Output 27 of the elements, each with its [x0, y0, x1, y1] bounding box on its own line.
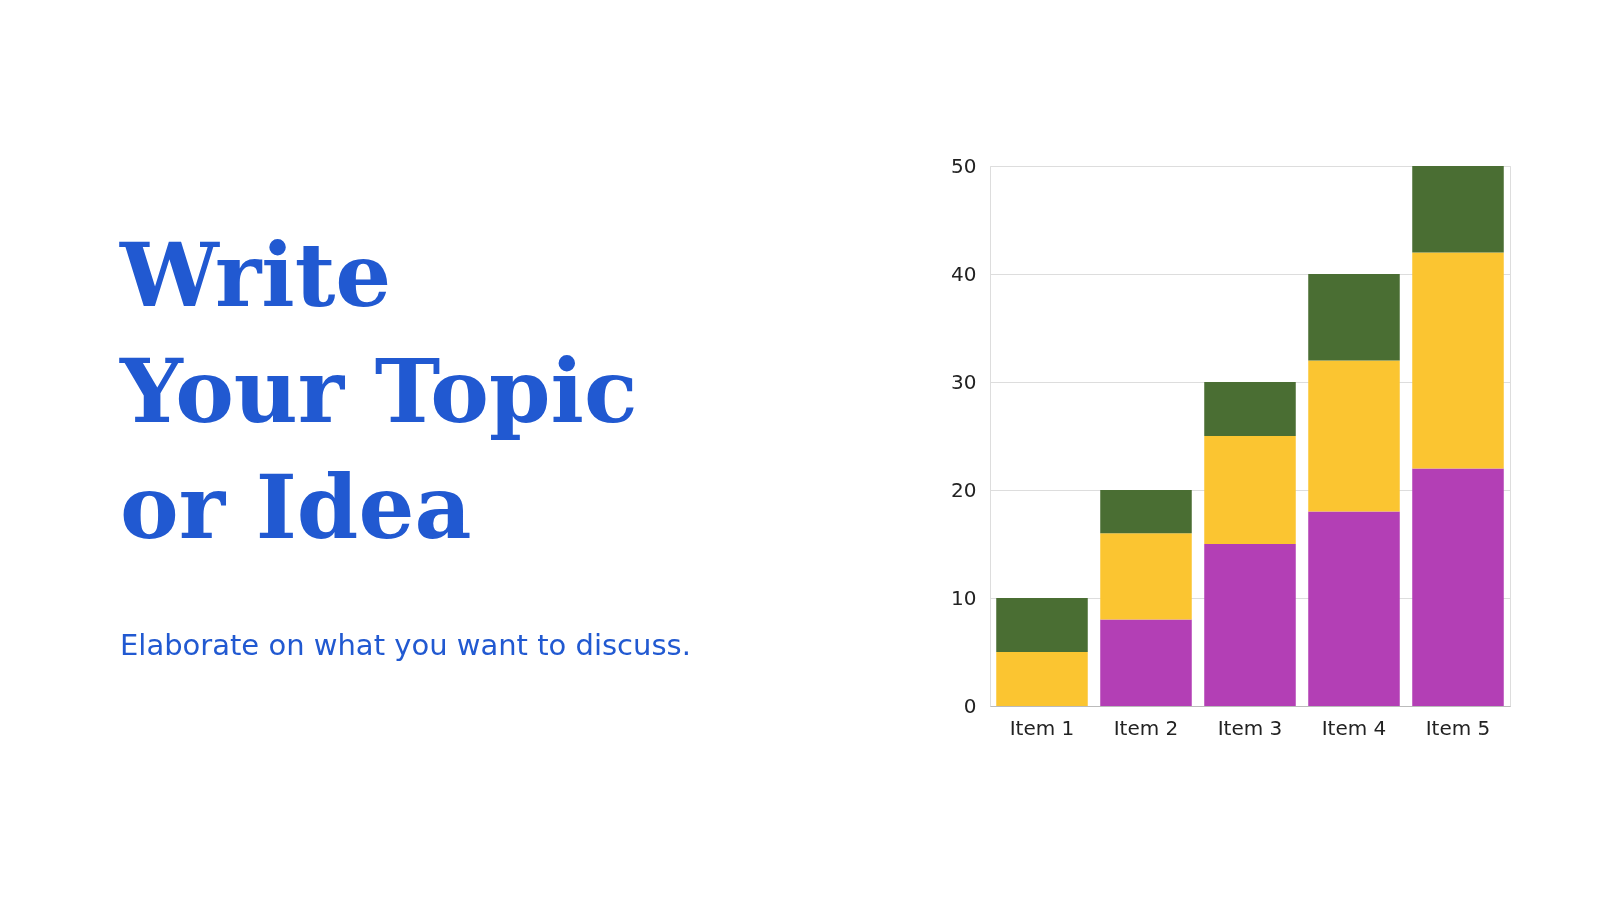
bar [1204, 436, 1296, 544]
y-tick-label: 30 [951, 369, 977, 394]
bar [1204, 382, 1296, 436]
x-tick-label: Item 1 [1009, 715, 1075, 740]
bar [1100, 619, 1192, 706]
y-tick-label: 20 [951, 477, 977, 502]
y-tick-label: 50 [951, 153, 977, 178]
bar [996, 652, 1088, 706]
x-tick-label: Item 5 [1425, 715, 1491, 740]
bar [1100, 490, 1192, 534]
x-tick-label: Item 2 [1113, 715, 1179, 740]
bar [1100, 533, 1192, 620]
bar [1412, 166, 1504, 253]
text: Elaborate on what you want to discuss. [120, 628, 691, 662]
x-tick-label: Item 3 [1217, 715, 1283, 740]
bar [1204, 544, 1296, 706]
y-tick-label: 40 [951, 261, 977, 286]
bar [1308, 274, 1400, 361]
bar [996, 598, 1088, 652]
text: Write Your Topic or Idea [119, 223, 638, 559]
y-tick-label: 0 [963, 693, 977, 718]
bar [1412, 252, 1504, 469]
y-tick-label: 10 [951, 585, 977, 610]
x-tick-label: Item 4 [1321, 715, 1387, 740]
bar [1308, 511, 1400, 706]
bar [1308, 360, 1400, 512]
bar [1412, 468, 1504, 706]
